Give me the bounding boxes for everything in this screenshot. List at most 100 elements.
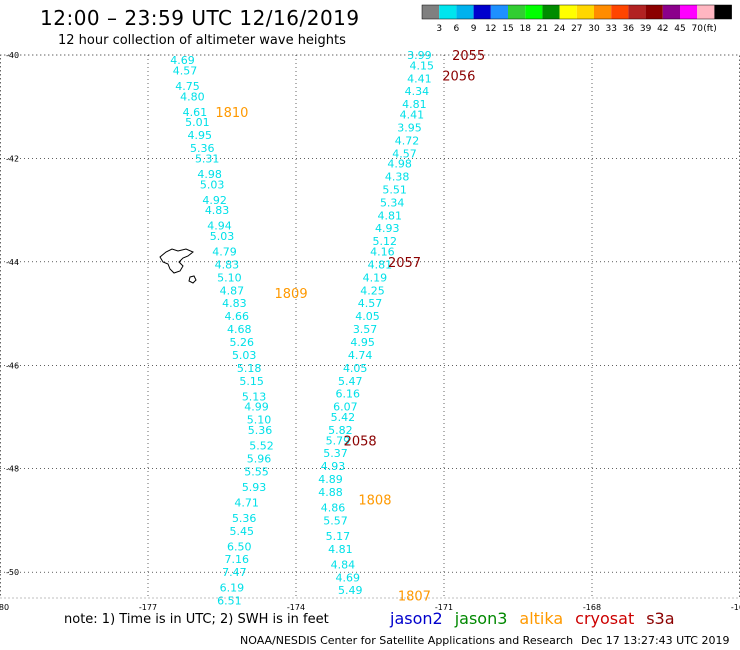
- wave-height-label: 5.79: [326, 434, 351, 447]
- wave-height-label: 4.87: [220, 284, 245, 297]
- longitude-tick-label: -168: [583, 603, 601, 612]
- wave-height-label: 4.68: [227, 323, 252, 336]
- colorbar-tick-label: 42: [657, 24, 668, 34]
- wave-height-label: 4.75: [175, 80, 200, 93]
- colorbar-swatch: [559, 5, 577, 19]
- latitude-tick-label: -46: [6, 361, 19, 370]
- pass-number-label: 2055: [452, 49, 485, 64]
- wave-height-label: 4.38: [385, 171, 410, 184]
- wave-height-label: 4.16: [370, 246, 395, 259]
- colorbar-swatch: [628, 5, 646, 19]
- wave-height-label: 6.19: [220, 582, 245, 595]
- wave-height-label: 4.61: [183, 106, 208, 119]
- latitude-tick-label: -42: [6, 154, 19, 163]
- wave-height-label: 6.16: [336, 388, 361, 401]
- colorbar-swatch: [422, 5, 440, 19]
- colorbar-tick-label: 12: [485, 24, 496, 34]
- wave-height-label: 4.83: [215, 258, 240, 271]
- wave-height-label: 5.01: [185, 116, 210, 129]
- legend-cryosat: cryosat: [575, 609, 635, 628]
- wave-height-label: 5.12: [373, 235, 398, 248]
- wave-height-label: 5.93: [242, 481, 267, 494]
- wave-height-label: 5.36: [190, 142, 215, 155]
- wave-height-label: 3.57: [353, 323, 378, 336]
- wave-height-label: 5.15: [239, 375, 264, 388]
- colorbar-swatch: [473, 5, 491, 19]
- colorbar-swatch: [662, 5, 680, 19]
- wave-height-label: 4.99: [244, 401, 269, 414]
- colorbar-swatch: [697, 5, 715, 19]
- wave-height-label: 3.99: [407, 49, 432, 62]
- map-title: 12:00 – 23:59 UTC 12/16/2019: [40, 6, 360, 30]
- longitude-tick-label: -165: [731, 603, 740, 612]
- satellite-legend: jason2 jason3 altika cryosat s3a: [390, 609, 687, 628]
- pass-number-label: 2058: [344, 434, 377, 449]
- wave-height-colorbar: 3 6 9 12 15 18 21 24 27 30 33 36 39 42 45 70 (ft): [421, 4, 732, 34]
- wave-height-label: 4.57: [358, 297, 383, 310]
- wave-height-label: 4.93: [375, 222, 400, 235]
- wave-height-label: 4.98: [197, 168, 222, 181]
- wave-height-label: 4.80: [180, 90, 205, 103]
- wave-height-label: 4.89: [318, 473, 343, 486]
- wave-height-label: 5.03: [210, 230, 235, 243]
- colorbar-tick-label: 30: [588, 24, 600, 34]
- wave-height-label: 4.05: [343, 362, 368, 375]
- colorbar-tick-label: 39: [640, 24, 652, 34]
- colorbar-tick-label: 6: [454, 24, 460, 34]
- wave-height-label: 4.86: [321, 502, 346, 515]
- wave-height-label: 5.37: [323, 447, 348, 460]
- wave-height-label: 5.51: [382, 183, 407, 196]
- wave-height-label: 5.49: [338, 584, 363, 597]
- latitude-tick-label: -44: [6, 258, 19, 267]
- wave-height-label: 4.69: [170, 54, 195, 67]
- colorbar-swatch: [439, 5, 457, 19]
- colorbar-swatch: [645, 5, 663, 19]
- colorbar-swatch: [680, 5, 698, 19]
- wave-height-label: 6.50: [227, 540, 252, 553]
- colorbar-swatch: [525, 5, 543, 19]
- wave-height-label: 4.25: [360, 284, 385, 297]
- wave-height-label: 5.34: [380, 196, 405, 209]
- colorbar-swatch: [576, 5, 594, 19]
- wave-height-label: 5.55: [244, 465, 269, 478]
- colorbar-swatch: [490, 5, 508, 19]
- pass-number-label: 1808: [358, 494, 391, 509]
- wave-height-label: 5.26: [229, 336, 254, 349]
- wave-height-label: 5.82: [328, 424, 353, 437]
- colorbar-tick-label: 45: [674, 24, 685, 34]
- wave-height-label: 5.45: [229, 525, 254, 538]
- wave-height-label: 4.74: [348, 349, 373, 362]
- colorbar-unit: (ft): [703, 24, 717, 34]
- wave-height-label: 4.98: [387, 158, 412, 171]
- wave-height-label: 5.03: [232, 349, 257, 362]
- wave-height-label: 5.52: [249, 439, 274, 452]
- colorbar-tick-label: 18: [519, 24, 531, 34]
- colorbar-frame: [421, 4, 732, 20]
- colorbar-tick-label: 21: [537, 24, 548, 34]
- longitude-tick-label: -177: [139, 603, 157, 612]
- map-subtitle: 12 hour collection of altimeter wave hei…: [58, 33, 346, 48]
- wave-height-label: 5.13: [242, 390, 267, 403]
- chatham-islands-coastline: [159, 248, 197, 284]
- wave-height-label: 5.31: [195, 152, 220, 165]
- wave-height-label: 4.81: [377, 209, 402, 222]
- wave-height-label: 5.42: [331, 411, 356, 424]
- wave-height-label: 4.15: [410, 59, 435, 72]
- wave-height-label: 3.95: [397, 121, 422, 134]
- longitude-tick-label: -171: [435, 603, 453, 612]
- wave-height-label: 4.79: [212, 246, 237, 259]
- wave-height-label: 4.81: [402, 98, 427, 111]
- wave-height-label: 5.36: [232, 512, 257, 525]
- wave-height-label: 5.57: [323, 514, 348, 527]
- wave-height-label: 4.94: [207, 220, 232, 233]
- map-frame: [0, 54, 740, 599]
- wave-height-label: 4.81: [368, 258, 393, 271]
- longitude-tick-label: -174: [287, 603, 305, 612]
- wave-height-label: 5.10: [247, 414, 272, 427]
- longitude-tick-label: -180: [0, 603, 9, 612]
- wave-height-label: 7.16: [225, 553, 250, 566]
- colorbar-tick-label: 9: [471, 24, 477, 34]
- wave-height-label: 4.95: [188, 129, 213, 142]
- wave-height-label: 4.19: [363, 271, 388, 284]
- wave-height-label: 4.93: [321, 460, 346, 473]
